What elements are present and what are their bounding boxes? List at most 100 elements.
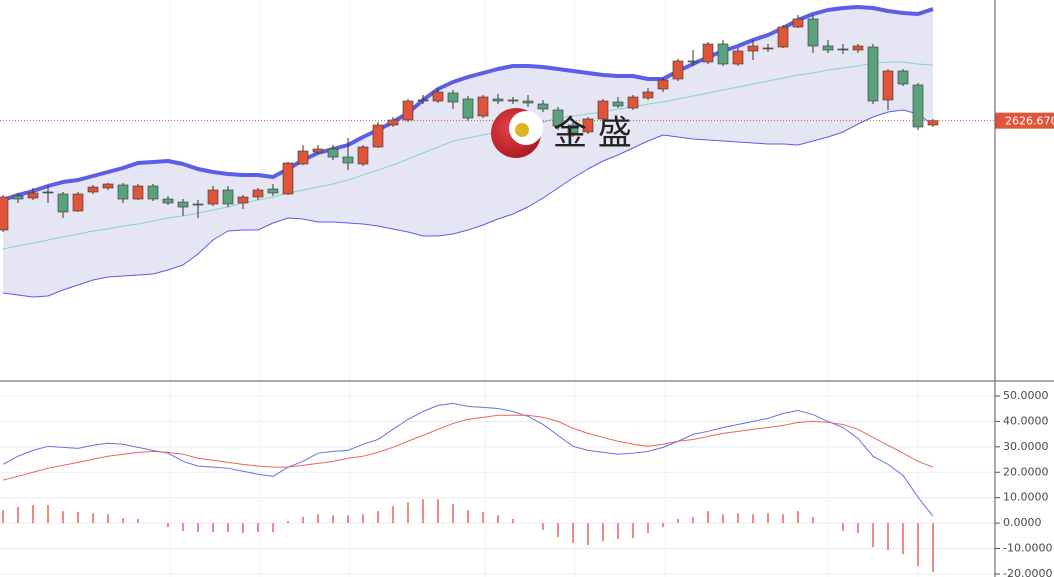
candle-body	[477, 96, 489, 117]
candle-body	[132, 185, 144, 200]
candle-body	[0, 196, 9, 231]
candle-body	[447, 92, 459, 103]
histogram-bar	[632, 523, 634, 539]
histogram-bar	[227, 523, 229, 532]
candle-body	[282, 162, 294, 195]
candle-body	[657, 79, 669, 90]
histogram-bar	[797, 511, 799, 524]
candle-body	[252, 189, 264, 198]
histogram-bar	[857, 523, 859, 534]
candle-body	[867, 46, 879, 102]
candle-body	[732, 50, 744, 65]
histogram-bar	[917, 523, 919, 567]
candle-body	[267, 188, 279, 194]
band-line	[2, 61, 934, 250]
candle-body	[642, 91, 654, 99]
histogram-bar	[77, 512, 79, 524]
candle-body	[552, 109, 564, 127]
histogram-bar	[737, 513, 739, 524]
candle-body	[237, 196, 249, 204]
macd-line	[2, 402, 934, 517]
candle-body	[462, 98, 474, 119]
histogram-bar	[212, 523, 214, 532]
candle-body	[357, 146, 369, 165]
histogram-bar	[497, 515, 499, 524]
candle-body	[492, 98, 504, 102]
candle-body	[777, 26, 789, 48]
histogram-bar	[302, 517, 304, 524]
macd-line	[2, 414, 934, 481]
plot-layer: 2626.670 50.0000 40.0000 30.0000 20.0000 10.0…	[0, 5, 1054, 577]
histogram-bar	[662, 523, 664, 528]
histogram-bar	[392, 506, 394, 524]
candle-body	[417, 99, 429, 102]
candle-body	[912, 84, 924, 128]
candle-body	[882, 70, 894, 101]
candle-body	[522, 100, 534, 104]
histogram-bar	[347, 515, 349, 524]
candle-body	[672, 60, 684, 80]
histogram-bar	[32, 505, 34, 524]
candle-body	[702, 43, 714, 63]
candle-body	[792, 18, 804, 28]
histogram-bar	[842, 523, 844, 531]
histogram-bar	[167, 523, 169, 528]
histogram-bar	[107, 514, 109, 524]
candle-body	[87, 186, 99, 193]
candle-body	[192, 203, 204, 206]
candle-body	[207, 189, 219, 205]
histogram-bar	[602, 523, 604, 542]
candle-body	[27, 192, 39, 199]
candle-body	[687, 60, 699, 63]
y-tick-label: 0.0000	[1003, 516, 1042, 529]
histogram-bar	[62, 511, 64, 524]
candle-body	[177, 201, 189, 208]
histogram-bar	[47, 505, 49, 524]
y-tick-label: 30.0000	[1003, 440, 1049, 453]
candle-body	[72, 193, 84, 212]
candle-body	[432, 91, 444, 102]
band-line	[2, 109, 934, 298]
histogram-bar	[617, 523, 619, 540]
candle-body	[507, 99, 519, 102]
logo-dot	[515, 123, 529, 137]
histogram-bar	[542, 523, 544, 530]
histogram-bar	[932, 523, 934, 572]
histogram-bar	[677, 519, 679, 524]
candle-body	[927, 120, 939, 126]
histogram-bar	[422, 499, 424, 524]
histogram-bar	[512, 519, 514, 524]
candle-body	[822, 45, 834, 51]
y-tick-label: 20.0000	[1003, 465, 1049, 478]
histogram-bar	[137, 519, 139, 524]
y-tick-label: 50.0000	[1003, 389, 1049, 402]
histogram-bar	[587, 523, 589, 545]
histogram-bar	[722, 514, 724, 524]
candle-body	[837, 48, 849, 51]
candle-body	[327, 148, 339, 158]
histogram-bar	[647, 523, 649, 534]
last-price-box	[995, 112, 1054, 129]
candle-body	[162, 198, 174, 204]
candle-body	[582, 118, 594, 133]
histogram-bar	[452, 504, 454, 524]
histogram-bar	[182, 523, 184, 531]
candle-body	[852, 45, 864, 51]
histogram-bar	[197, 523, 199, 532]
histogram-bar	[332, 515, 334, 524]
last-price-label: 2626.670	[1005, 115, 1054, 128]
candle-body	[42, 191, 54, 194]
candle-body	[537, 103, 549, 110]
histogram-bar	[692, 517, 694, 524]
candle-body	[897, 70, 909, 85]
histogram-bar	[122, 518, 124, 524]
candle-body	[147, 185, 159, 200]
candle-body	[372, 124, 384, 148]
histogram-bar	[482, 512, 484, 524]
band-fill	[3, 7, 933, 297]
candle-body	[402, 100, 414, 121]
candle-body	[747, 45, 759, 52]
candle-body	[342, 156, 354, 164]
histogram-bar	[872, 523, 874, 547]
